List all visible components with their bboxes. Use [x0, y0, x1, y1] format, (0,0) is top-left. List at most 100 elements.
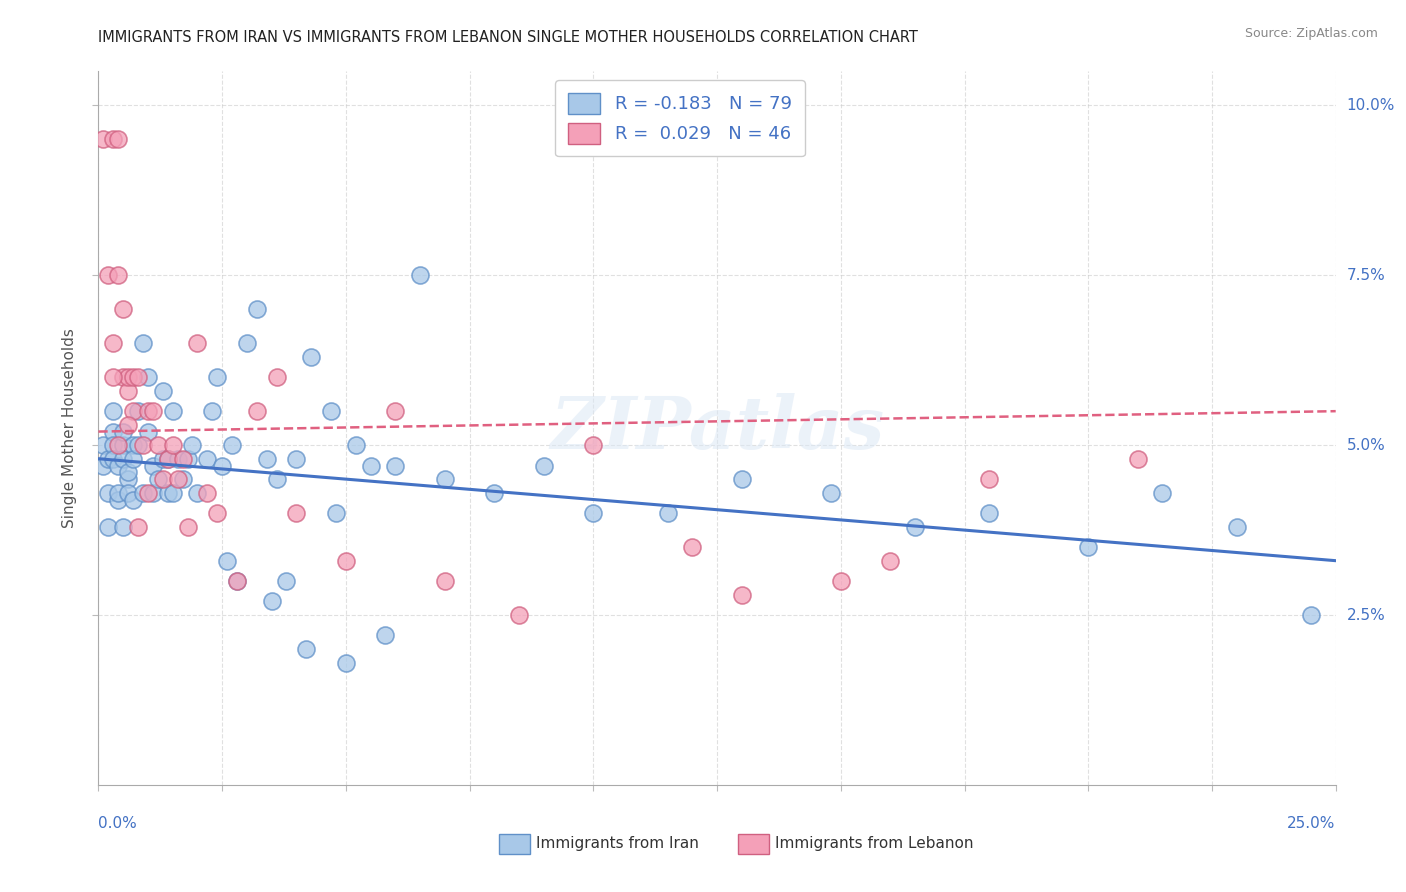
Point	[103, 425, 125, 439]
Point	[103, 451, 125, 466]
Point	[152, 451, 174, 466]
Text: 5.0%: 5.0%	[1347, 438, 1385, 452]
Text: 25.0%: 25.0%	[1288, 816, 1336, 831]
Point	[195, 485, 218, 500]
Point	[344, 438, 367, 452]
Point	[122, 492, 145, 507]
Point	[162, 485, 184, 500]
Point	[657, 506, 679, 520]
Point	[112, 519, 135, 533]
Point	[97, 268, 120, 283]
Point	[319, 404, 342, 418]
Point	[122, 404, 145, 418]
Point	[103, 336, 125, 351]
Point	[136, 404, 159, 418]
Point	[127, 370, 149, 384]
Text: 7.5%: 7.5%	[1347, 268, 1385, 283]
Text: ZIPatlas: ZIPatlas	[550, 392, 884, 464]
Point	[103, 370, 125, 384]
Text: 0.0%: 0.0%	[98, 816, 138, 831]
Point	[176, 451, 198, 466]
Point	[409, 268, 432, 283]
Point	[433, 472, 456, 486]
Point	[181, 438, 204, 452]
Point	[226, 574, 249, 588]
Point	[172, 451, 194, 466]
Point	[127, 438, 149, 452]
Point	[146, 438, 169, 452]
Y-axis label: Single Mother Households: Single Mother Households	[62, 328, 77, 528]
Point	[211, 458, 233, 473]
Point	[1226, 519, 1249, 533]
Point	[103, 132, 125, 146]
Point	[1299, 608, 1322, 623]
Text: Source: ZipAtlas.com: Source: ZipAtlas.com	[1244, 27, 1378, 40]
Point	[132, 485, 155, 500]
Point	[132, 438, 155, 452]
Point	[335, 656, 357, 670]
Point	[276, 574, 298, 588]
Point	[166, 472, 188, 486]
Point	[112, 302, 135, 317]
Point	[122, 370, 145, 384]
Point	[93, 458, 115, 473]
Point	[979, 472, 1001, 486]
Point	[904, 519, 927, 533]
Legend: R = -0.183   N = 79, R =  0.029   N = 46: R = -0.183 N = 79, R = 0.029 N = 46	[555, 80, 804, 156]
Point	[221, 438, 243, 452]
Point	[1152, 485, 1174, 500]
Point	[112, 425, 135, 439]
Point	[132, 336, 155, 351]
Point	[484, 485, 506, 500]
Point	[384, 404, 406, 418]
Point	[152, 384, 174, 398]
Point	[295, 642, 318, 657]
Point	[236, 336, 259, 351]
Point	[195, 451, 218, 466]
Point	[117, 384, 139, 398]
Point	[217, 554, 239, 568]
Point	[166, 451, 188, 466]
Point	[731, 472, 754, 486]
Point	[112, 438, 135, 452]
Point	[107, 485, 129, 500]
Point	[136, 425, 159, 439]
Point	[681, 540, 703, 554]
Point	[508, 608, 530, 623]
Point	[156, 485, 179, 500]
Point	[107, 132, 129, 146]
Point	[103, 438, 125, 452]
Point	[820, 485, 842, 500]
Point	[162, 438, 184, 452]
Point	[176, 519, 198, 533]
Point	[152, 472, 174, 486]
Point	[127, 519, 149, 533]
Point	[117, 472, 139, 486]
Point	[93, 132, 115, 146]
Point	[226, 574, 249, 588]
Point	[879, 554, 901, 568]
Text: 10.0%: 10.0%	[1347, 98, 1395, 113]
Point	[1077, 540, 1099, 554]
Text: Immigrants from Lebanon: Immigrants from Lebanon	[775, 837, 973, 851]
Point	[266, 370, 288, 384]
Point	[93, 438, 115, 452]
Point	[205, 370, 228, 384]
Point	[186, 336, 208, 351]
Point	[335, 554, 357, 568]
Text: IMMIGRANTS FROM IRAN VS IMMIGRANTS FROM LEBANON SINGLE MOTHER HOUSEHOLDS CORRELA: IMMIGRANTS FROM IRAN VS IMMIGRANTS FROM …	[98, 29, 918, 45]
Point	[97, 451, 120, 466]
Point	[433, 574, 456, 588]
Point	[246, 404, 269, 418]
Point	[136, 370, 159, 384]
Point	[582, 506, 605, 520]
Point	[142, 404, 165, 418]
Point	[360, 458, 382, 473]
Point	[122, 438, 145, 452]
Point	[325, 506, 347, 520]
Point	[285, 506, 308, 520]
Point	[146, 472, 169, 486]
Point	[266, 472, 288, 486]
Point	[582, 438, 605, 452]
Point	[142, 485, 165, 500]
